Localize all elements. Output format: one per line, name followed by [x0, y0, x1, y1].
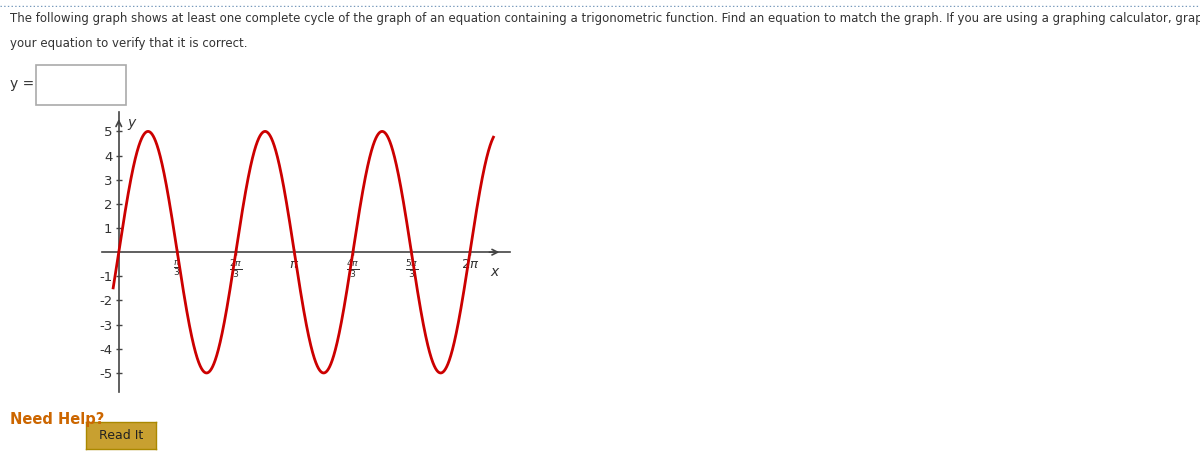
Text: your equation to verify that it is correct.: your equation to verify that it is corre…	[10, 37, 247, 50]
Text: y: y	[127, 116, 136, 130]
Text: x: x	[491, 265, 498, 279]
Text: Need Help?: Need Help?	[10, 412, 104, 427]
Text: Read It: Read It	[100, 429, 143, 442]
Text: The following graph shows at least one complete cycle of the graph of an equatio: The following graph shows at least one c…	[10, 12, 1200, 25]
Text: y =: y =	[10, 77, 34, 91]
